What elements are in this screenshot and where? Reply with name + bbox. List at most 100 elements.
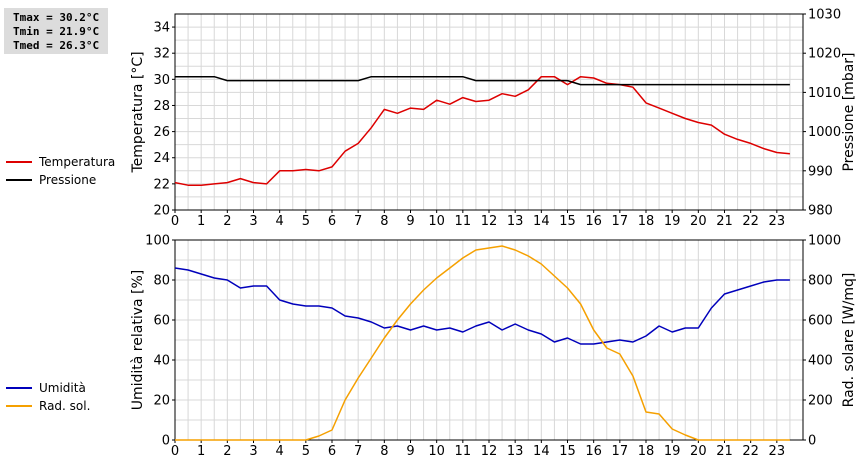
legend-swatch-pressione bbox=[6, 179, 32, 181]
bottom-x-tick-label: 21 bbox=[716, 444, 733, 459]
bottom-x-tick-label: 1 bbox=[197, 444, 205, 459]
bottom-x-tick-label: 13 bbox=[507, 444, 524, 459]
top-y-tick-label: 22 bbox=[153, 177, 170, 192]
top-series-line-temperatura bbox=[174, 75, 790, 186]
bottom-x-tick-label: 20 bbox=[690, 444, 707, 459]
bottom-x-tick-label: 2 bbox=[223, 444, 231, 459]
legend-item-pressione: Pressione bbox=[6, 171, 115, 189]
bottom-x-tick-label: 12 bbox=[481, 444, 498, 459]
bottom-y2-tick-label: 0 bbox=[808, 434, 816, 449]
bottom-y-tick-label: 40 bbox=[153, 354, 170, 369]
bottom-y-tick-label: 0 bbox=[162, 434, 170, 449]
top-y2-tick-label: 1020 bbox=[808, 47, 841, 62]
top-x-tick-label: 12 bbox=[481, 214, 498, 229]
top-x-tick-label: 19 bbox=[664, 214, 681, 229]
top-y-tick-label: 34 bbox=[153, 21, 170, 36]
legend-item-rad-sol: Rad. sol. bbox=[6, 397, 90, 415]
legend-swatch-umidita bbox=[6, 387, 32, 389]
top-x-tick-label: 13 bbox=[507, 214, 524, 229]
top-y-tick-label: 24 bbox=[153, 151, 170, 166]
top-y2-tick-label: 1010 bbox=[808, 86, 841, 101]
top-y2-tick-label: 980 bbox=[808, 204, 833, 219]
bottom-y2-tick-label: 800 bbox=[808, 274, 833, 289]
bottom-chart: 0 1 2 3 4 5 6 7 8 9 10 11 12 13 14 15 16 17 18 19 20 21 22 2302… bbox=[130, 234, 857, 460]
tmin-label: Tmin = 21.9°C bbox=[13, 25, 100, 38]
top-x-tick-label: 4 bbox=[276, 214, 284, 229]
bottom-y2-tick-label: 600 bbox=[808, 314, 833, 329]
top-x-tick-label: 1 bbox=[197, 214, 205, 229]
bottom-x-tick-label: 8 bbox=[380, 444, 388, 459]
top-y-tick-label: 20 bbox=[153, 204, 170, 219]
legend-label-temperatura: Temperatura bbox=[39, 155, 116, 169]
top-y-axis-title: Temperatura [°C] bbox=[130, 51, 146, 173]
tmed-label: Tmed = 26.3°C bbox=[13, 39, 100, 52]
bottom-x-tick-label: 17 bbox=[612, 444, 629, 459]
bottom-x-tick-label: 14 bbox=[533, 444, 550, 459]
bottom-x-tick-label: 23 bbox=[769, 444, 786, 459]
top-y-tick-label: 30 bbox=[153, 73, 170, 88]
top-y2-tick-label: 1030 bbox=[808, 8, 841, 23]
bottom-x-tick-label: 15 bbox=[559, 444, 576, 459]
top-x-tick-label: 11 bbox=[455, 214, 472, 229]
top-x-tick-label: 6 bbox=[328, 214, 336, 229]
legend-top: Temperatura Pressione bbox=[6, 153, 115, 189]
top-x-tick-label: 14 bbox=[533, 214, 550, 229]
bottom-series-line-rad-sol bbox=[175, 245, 790, 441]
bottom-x-tick-label: 3 bbox=[249, 444, 257, 459]
legend-item-umidita: Umidità bbox=[6, 379, 90, 397]
legend-label-rad-sol: Rad. sol. bbox=[39, 399, 91, 413]
top-x-tick-label: 10 bbox=[428, 214, 445, 229]
bottom-y-tick-label: 80 bbox=[153, 274, 170, 289]
top-y-tick-label: 32 bbox=[153, 47, 170, 62]
bottom-x-tick-label: 7 bbox=[354, 444, 362, 459]
top-x-tick-label: 0 bbox=[171, 214, 179, 229]
top-x-tick-label: 2 bbox=[223, 214, 231, 229]
bottom-y-axis-title: Umidità relativa [%] bbox=[130, 270, 146, 411]
legend-swatch-temperatura bbox=[6, 161, 32, 163]
bottom-x-tick-label: 18 bbox=[638, 444, 655, 459]
top-series-line-pressione bbox=[175, 75, 790, 86]
bottom-x-tick-label: 5 bbox=[302, 444, 310, 459]
bottom-y2-tick-label: 200 bbox=[808, 394, 833, 409]
tmax-label: Tmax = 30.2°C bbox=[13, 11, 100, 24]
top-x-tick-label: 21 bbox=[716, 214, 733, 229]
legend-label-pressione: Pressione bbox=[39, 173, 97, 187]
top-y2-tick-label: 1000 bbox=[808, 125, 841, 140]
bottom-x-tick-label: 22 bbox=[742, 444, 759, 459]
bottom-x-tick-label: 0 bbox=[171, 444, 179, 459]
top-x-tick-label: 8 bbox=[380, 214, 388, 229]
top-x-tick-label: 3 bbox=[249, 214, 257, 229]
legend-bottom: Umidità Rad. sol. bbox=[6, 379, 90, 415]
stats-box: Tmax = 30.2°C Tmin = 21.9°C Tmed = 26.3°… bbox=[4, 8, 108, 54]
top-x-tick-label: 16 bbox=[585, 214, 602, 229]
top-x-tick-label: 15 bbox=[559, 214, 576, 229]
bottom-x-tick-label: 10 bbox=[428, 444, 445, 459]
top-chart: 0 1 2 3 4 5 6 7 8 9 10 11 12 13 14 15 16 17 18 19 20 21 22 2320… bbox=[130, 8, 857, 230]
top-x-tick-label: 18 bbox=[638, 214, 655, 229]
bottom-y2-tick-label: 1000 bbox=[808, 234, 841, 249]
top-x-tick-label: 23 bbox=[769, 214, 786, 229]
top-x-tick-label: 9 bbox=[406, 214, 414, 229]
bottom-x-tick-label: 11 bbox=[455, 444, 472, 459]
legend-swatch-rad-sol bbox=[6, 405, 32, 407]
top-x-tick-label: 5 bbox=[302, 214, 310, 229]
top-y2-axis-title: Pressione [mbar] bbox=[841, 52, 857, 171]
top-x-tick-label: 20 bbox=[690, 214, 707, 229]
top-y2-tick-label: 990 bbox=[808, 164, 833, 179]
bottom-y-tick-label: 20 bbox=[153, 394, 170, 409]
bottom-grid bbox=[174, 239, 804, 441]
legend-item-temperatura: Temperatura bbox=[6, 153, 115, 171]
bottom-x-tick-label: 4 bbox=[276, 444, 284, 459]
legend-label-umidita: Umidità bbox=[39, 381, 86, 395]
bottom-y-tick-label: 60 bbox=[153, 314, 170, 329]
bottom-x-tick-label: 16 bbox=[585, 444, 602, 459]
top-x-tick-label: 7 bbox=[354, 214, 362, 229]
bottom-x-tick-label: 9 bbox=[406, 444, 414, 459]
top-x-tick-label: 17 bbox=[612, 214, 629, 229]
top-y-tick-label: 28 bbox=[153, 99, 170, 114]
bottom-y2-axis-title: Rad. solare [W/mq] bbox=[841, 273, 857, 408]
bottom-x-tick-label: 6 bbox=[328, 444, 336, 459]
bottom-series-line-umidit bbox=[174, 267, 790, 345]
bottom-x-tick-label: 19 bbox=[664, 444, 681, 459]
